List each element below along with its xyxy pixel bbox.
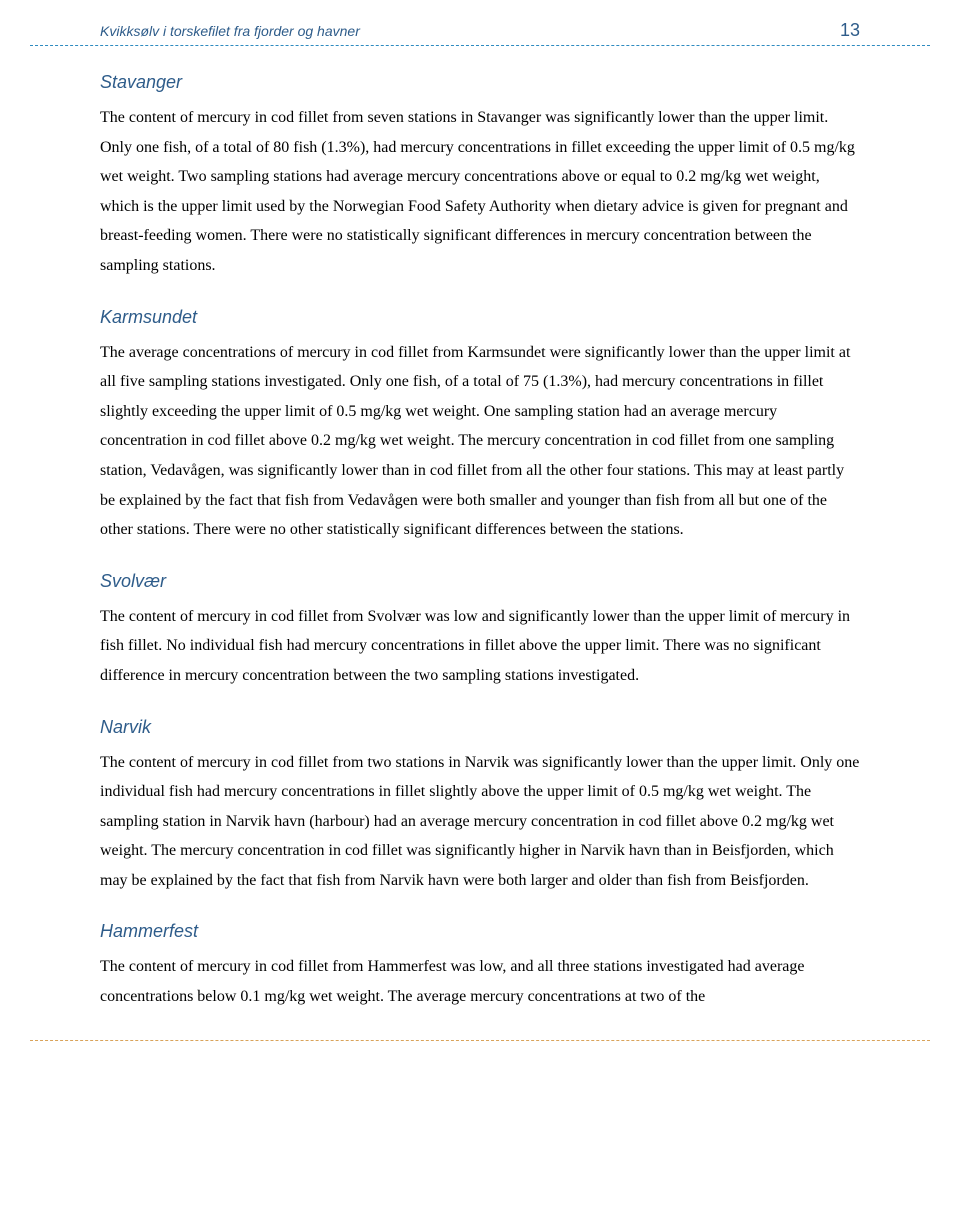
section-body-narvik: The content of mercury in cod fillet fro… bbox=[100, 748, 860, 896]
section-heading-karmsundet: Karmsundet bbox=[100, 307, 860, 328]
section-heading-narvik: Narvik bbox=[100, 717, 860, 738]
section-body-svolvaer: The content of mercury in cod fillet fro… bbox=[100, 602, 860, 691]
section-body-karmsundet: The average concentrations of mercury in… bbox=[100, 338, 860, 545]
section-body-stavanger: The content of mercury in cod fillet fro… bbox=[100, 103, 860, 281]
footer-divider bbox=[30, 1040, 930, 1041]
section-heading-stavanger: Stavanger bbox=[100, 72, 860, 93]
page-header: Kvikksølv i torskefilet fra fjorder og h… bbox=[100, 20, 860, 45]
document-page: Kvikksølv i torskefilet fra fjorder og h… bbox=[0, 0, 960, 1081]
header-divider bbox=[30, 45, 930, 46]
page-number: 13 bbox=[840, 20, 860, 41]
section-heading-svolvaer: Svolvær bbox=[100, 571, 860, 592]
section-body-hammerfest: The content of mercury in cod fillet fro… bbox=[100, 952, 860, 1011]
section-heading-hammerfest: Hammerfest bbox=[100, 921, 860, 942]
running-header-title: Kvikksølv i torskefilet fra fjorder og h… bbox=[100, 23, 360, 39]
